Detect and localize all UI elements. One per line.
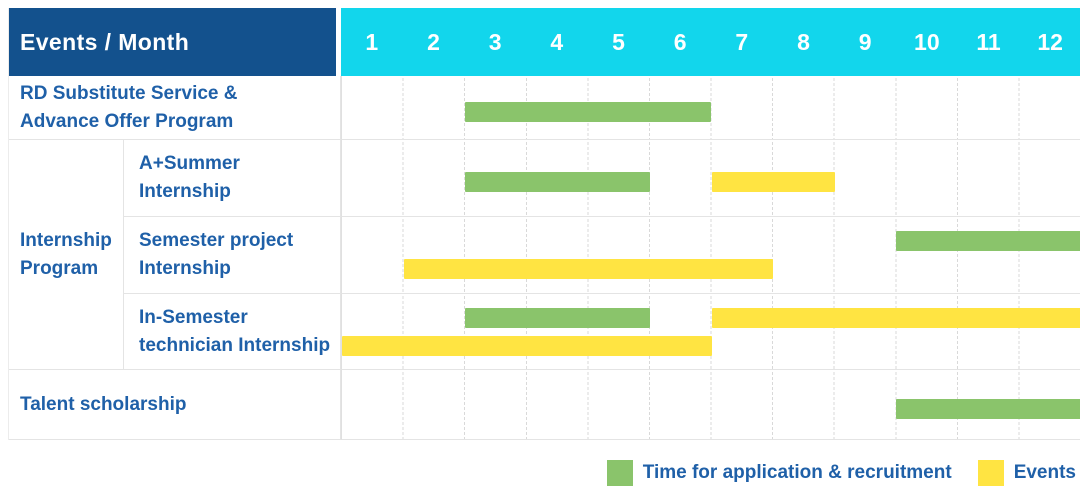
month-label: 8: [797, 28, 810, 55]
legend-label: Events: [1013, 462, 1076, 483]
gantt-months-cell: [341, 294, 1080, 370]
row-label-text: RD Substitute Service & Advance Offer Pr…: [20, 82, 238, 132]
legend-item-green: Time for application & recruitment: [606, 460, 952, 486]
legend-swatch-yellow: [977, 460, 1004, 486]
month-label: 1: [365, 28, 379, 55]
month-label: 9: [858, 28, 872, 55]
month-label: 10: [914, 28, 940, 55]
row-label-text: In-Semester technician Internship: [139, 306, 331, 356]
group-label-internship-program: Internship Program: [9, 140, 124, 370]
row-label-text: Semester project Internship: [139, 230, 294, 279]
gantt-months-cell: [341, 140, 1080, 217]
gantt-bar-yellow: [342, 335, 712, 356]
gantt-table: Events / Month 1 2 3 4 5 6 7 8 9 10 11 12 RD Substi…: [8, 8, 1080, 440]
gantt-bar-green: [465, 307, 650, 328]
gantt-bar-green: [465, 101, 712, 122]
gantt-months-cell: [341, 76, 1080, 140]
legend-swatch-green: [606, 460, 633, 486]
row-label-talent-scholarship: Talent scholarship: [9, 370, 341, 440]
month-label: 11: [976, 28, 1001, 55]
month-label: 3: [488, 28, 502, 55]
gantt-bar-yellow: [711, 307, 1080, 328]
gantt-bar-green: [896, 231, 1080, 251]
gantt-bar-yellow: [403, 259, 774, 279]
gantt-bar-green: [896, 398, 1080, 419]
gantt-months-cell: [341, 370, 1080, 440]
table-header-title: Events / Month: [9, 8, 341, 76]
legend: Time for application & recruitment Events: [0, 454, 1078, 492]
legend-item-yellow: Events: [977, 460, 1076, 486]
row-label-in-semester-technician-internship: In-Semester technician Internship: [124, 294, 341, 370]
row-label-rd-substitute: RD Substitute Service & Advance Offer Pr…: [9, 76, 341, 140]
group-label-text: Internship Program: [20, 229, 112, 279]
row-label-semester-project-internship: Semester project Internship: [124, 217, 341, 294]
row-label-a-summer-internship: A+Summer Internship: [124, 140, 341, 217]
month-label: 4: [550, 28, 564, 55]
row-label-text: Talent scholarship: [20, 393, 187, 415]
month-label: 6: [673, 28, 687, 55]
month-label: 12: [1037, 28, 1063, 55]
gantt-bar-green: [465, 172, 650, 192]
month-label: 7: [735, 28, 749, 55]
month-header-row: 1 2 3 4 5 6 7 8 9 10 11 12: [341, 8, 1080, 76]
gantt-months-cell: [341, 217, 1080, 294]
month-label: 5: [612, 28, 625, 55]
table-header-title-text: Events / Month: [20, 28, 190, 55]
month-label: 2: [427, 28, 440, 55]
legend-label: Time for application & recruitment: [642, 462, 952, 483]
gantt-bar-yellow: [711, 172, 835, 192]
row-label-text: A+Summer Internship: [139, 153, 240, 202]
